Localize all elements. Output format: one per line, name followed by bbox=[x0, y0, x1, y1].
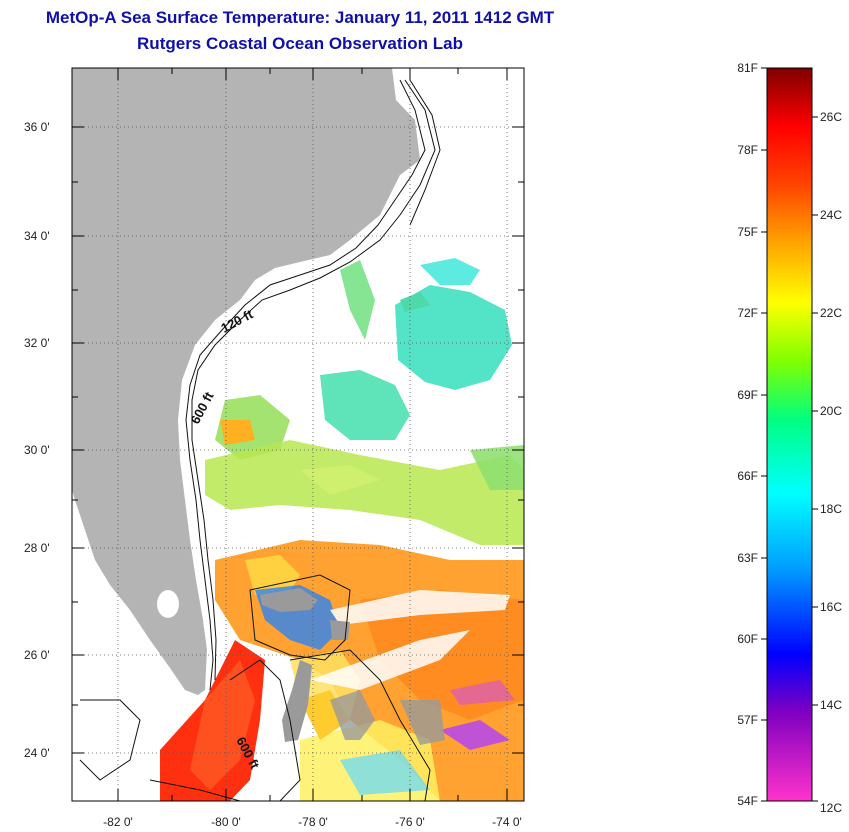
lat-tick-label: 28 0' bbox=[24, 541, 50, 555]
colorbar-f-label: 66F bbox=[737, 469, 758, 483]
lon-tick-label: -74 0' bbox=[492, 815, 522, 829]
colorbar-c-label: 12C bbox=[820, 801, 842, 815]
colorbar-f-label: 72F bbox=[737, 306, 758, 320]
colorbar-f-label: 57F bbox=[737, 713, 758, 727]
colorbar-c-label: 18C bbox=[820, 502, 842, 516]
map-subtitle: Rutgers Coastal Ocean Observation Lab bbox=[137, 34, 463, 53]
map-graticule bbox=[72, 68, 524, 801]
temperature-colorbar bbox=[766, 67, 813, 802]
colorbar-c-label: 26C bbox=[820, 110, 842, 124]
lat-tick-label: 32 0' bbox=[24, 336, 50, 350]
lat-tick-label: 36 0' bbox=[24, 120, 50, 134]
lat-tick-label: 30 0' bbox=[24, 443, 50, 457]
colorbar-f-label: 63F bbox=[737, 551, 758, 565]
lat-tick-label: 24 0' bbox=[24, 746, 50, 760]
colorbar-c-label: 20C bbox=[820, 404, 842, 418]
lon-tick-label: -76 0' bbox=[395, 815, 425, 829]
colorbar-f-label: 75F bbox=[737, 225, 758, 239]
map-tick-marks bbox=[72, 68, 524, 801]
colorbar-c-label: 24C bbox=[820, 208, 842, 222]
colorbar-f-label: 78F bbox=[737, 143, 758, 157]
colorbar-f-label: 54F bbox=[737, 794, 758, 808]
colorbar-c-label: 14C bbox=[820, 698, 842, 712]
colorbar-f-label: 60F bbox=[737, 632, 758, 646]
lon-tick-label: -82 0' bbox=[103, 815, 133, 829]
colorbar-tick-marks bbox=[761, 67, 818, 802]
map-title: MetOp-A Sea Surface Temperature: January… bbox=[45, 8, 555, 27]
lon-tick-label: -78 0' bbox=[298, 815, 328, 829]
lat-tick-label: 26 0' bbox=[24, 648, 50, 662]
colorbar-c-label: 22C bbox=[820, 306, 842, 320]
colorbar-f-label: 81F bbox=[737, 61, 758, 75]
colorbar-f-label: 69F bbox=[737, 388, 758, 402]
colorbar-c-label: 16C bbox=[820, 600, 842, 614]
lon-tick-label: -80 0' bbox=[211, 815, 241, 829]
map-frame bbox=[71, 67, 525, 802]
lat-tick-label: 34 0' bbox=[24, 229, 50, 243]
depth-contours bbox=[79, 79, 441, 801]
